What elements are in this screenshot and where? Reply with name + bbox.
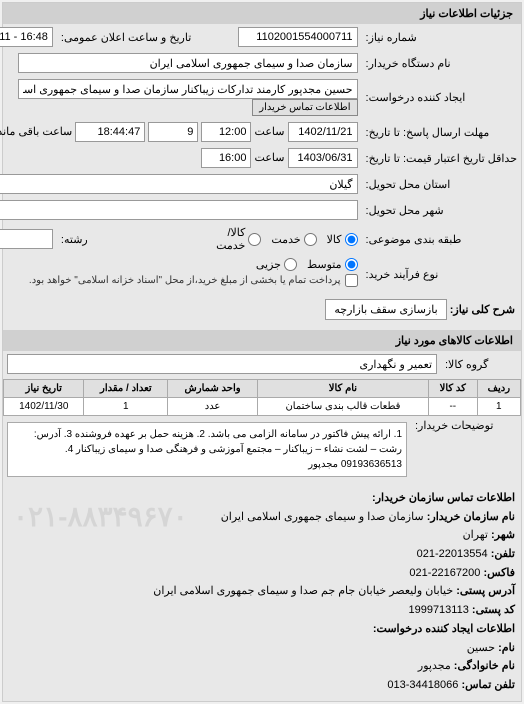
c-tel: 22013554-021 (417, 548, 488, 560)
shrh-value: بازسازی سقف بازارچه (325, 299, 446, 320)
need-no-label: شماره نیاز: (362, 24, 521, 50)
contact-panel: ۰۲۱-۸۸۳۴۹۶۷۰ اطلاعات تماس سازمان خریدار:… (3, 483, 521, 701)
goods-table: ردیف کد کالا نام کالا واحد شمارش تعداد /… (3, 379, 521, 416)
c-fax-lbl: فاکس: (483, 567, 515, 579)
proc-label: نوع فرآیند خرید: (362, 255, 521, 293)
time-label-1: ساعت (255, 126, 285, 138)
field-cat-input[interactable] (0, 229, 53, 249)
c-name: حسین (467, 642, 495, 654)
c-family: مجدپور (418, 660, 451, 672)
treasury-checkbox[interactable]: پرداخت تمام یا بخشی از مبلغ خرید،از محل … (29, 274, 358, 287)
creator-field[interactable] (18, 79, 358, 99)
cell-unit: عدد (168, 398, 258, 416)
shrh-label: شرح کلی نیاز: (450, 304, 515, 316)
col-code: کد کالا (428, 380, 477, 398)
contact-header: اطلاعات تماس سازمان خریدار: (372, 492, 515, 504)
need-no-field[interactable] (238, 27, 358, 47)
col-unit: واحد شمارش (168, 380, 258, 398)
c-city-lbl: شهر: (491, 529, 515, 541)
c-family-lbl: نام خانوادگی: (454, 660, 515, 672)
c-city: تهران (463, 529, 488, 541)
col-qty: تعداد / مقدار (84, 380, 168, 398)
time-label-2: ساعت (255, 152, 285, 164)
creator-label: ایجاد کننده درخواست: (362, 76, 521, 119)
remain-label: ساعت باقی مانده (0, 126, 72, 138)
validity-label: حداقل تاریخ اعتبار قیمت: تا تاریخ: (362, 145, 521, 171)
cell-idx: 1 (477, 398, 520, 416)
cell-name: قطعات قالب بندی ساختمان (257, 398, 428, 416)
goods-group-label: گروه کالا: (441, 351, 521, 377)
c-org: سازمان صدا و سیمای جمهوری اسلامی ایران (221, 511, 424, 523)
panel-title: جزئیات اطلاعات نیاز (3, 3, 521, 24)
c-addr: خیابان ولیعصر خیابان جام جم صدا و سیمای … (153, 585, 453, 597)
c-ctel: 34418066-013 (387, 679, 458, 691)
announce-label: تاریخ و ساعت اعلان عمومی: (57, 24, 195, 50)
org-field[interactable] (18, 53, 358, 73)
c-fax: 22167200-021 (409, 567, 480, 579)
pack-radio-both[interactable]: کالا/خدمت (199, 226, 261, 252)
goods-group-field[interactable] (7, 354, 437, 374)
validity-date-field[interactable] (288, 148, 358, 168)
remain-time-field (75, 122, 145, 142)
col-date: تاریخ نیاز (4, 380, 84, 398)
buyer-desc-text: 1. ارائه پیش فاکتور در سامانه الزامی می … (7, 422, 407, 477)
c-addr-lbl: آدرس پستی: (456, 585, 515, 597)
cell-code: -- (428, 398, 477, 416)
c-name-lbl: نام: (498, 642, 515, 654)
field-cat-label: رشته: (57, 223, 195, 255)
contact-buyer-button[interactable]: اطلاعات تماس خریدار (252, 99, 357, 116)
city-label: شهر محل تحویل: (362, 197, 521, 223)
c-ctel-lbl: تلفن تماس: (461, 679, 515, 691)
c-post-lbl: کد پستی: (472, 604, 515, 616)
pack-label: طبقه بندی موضوعی: (362, 223, 521, 255)
deadline-date-field[interactable] (288, 122, 358, 142)
deadline-label: مهلت ارسال پاسخ: تا تاریخ: (362, 119, 521, 145)
province-label: استان محل تحویل: (362, 171, 521, 197)
creator-header: اطلاعات ایجاد کننده درخواست: (373, 623, 515, 635)
proc-radio-minor[interactable]: جزیی (256, 258, 297, 271)
col-name: نام کالا (257, 380, 428, 398)
pack-radio-kala[interactable]: کالا (327, 233, 358, 246)
c-post: 1999713113 (408, 604, 468, 616)
org-label: نام دستگاه خریدار: (362, 50, 521, 76)
cell-qty: 1 (84, 398, 168, 416)
province-field[interactable] (0, 174, 358, 194)
c-tel-lbl: تلفن: (491, 548, 515, 560)
validity-time-field[interactable] (201, 148, 251, 168)
c-org-lbl: نام سازمان خریدار: (427, 511, 515, 523)
pack-radio-khedmat[interactable]: خدمت (271, 233, 316, 246)
table-row[interactable]: 1 -- قطعات قالب بندی ساختمان عدد 1 1402/… (4, 398, 521, 416)
cell-date: 1402/11/30 (4, 398, 84, 416)
city-field[interactable] (0, 200, 358, 220)
buyer-desc-label: توضیحات خریدار: (411, 416, 521, 483)
remain-day-field (148, 122, 198, 142)
col-row: ردیف (477, 380, 520, 398)
proc-radio-med[interactable]: متوسط (307, 258, 358, 271)
announce-field[interactable] (0, 27, 53, 47)
goods-section-title: اطلاعات کالاهای مورد نیاز (3, 330, 521, 351)
deadline-time-field[interactable] (201, 122, 251, 142)
